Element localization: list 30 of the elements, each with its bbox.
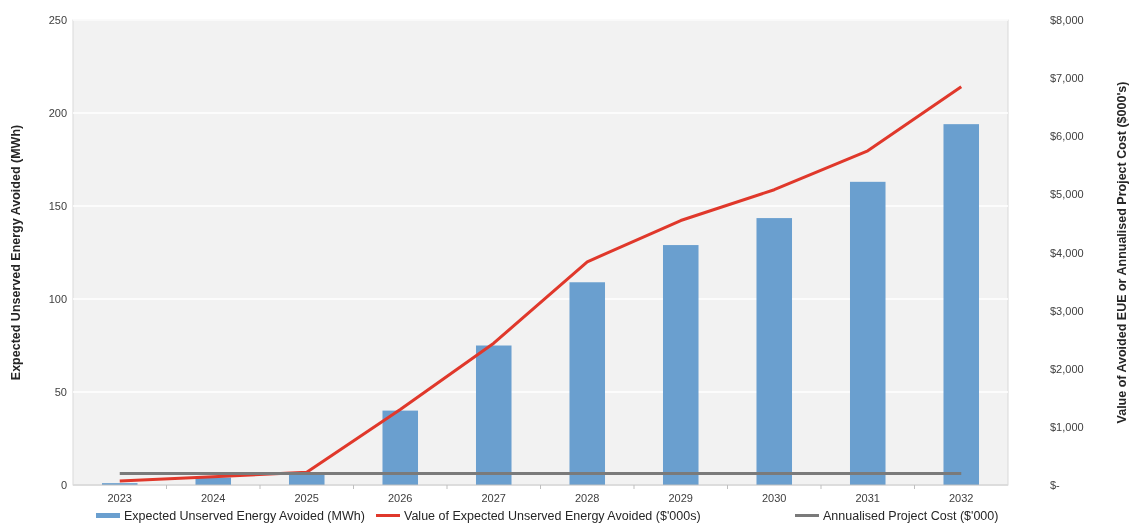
y-tick-label: 150 (48, 200, 67, 212)
y-tick-label: 200 (48, 107, 67, 119)
x-tick-label: 2024 (201, 492, 226, 504)
x-tick-label: 2026 (388, 492, 413, 504)
y-tick-label: 0 (60, 479, 67, 491)
y2-tick-label: $3,000 (1050, 304, 1084, 317)
legend-label: Annualised Project Cost ($'000) (823, 509, 999, 523)
y2-axis-title: Value of Avoided EUE or Annualised Project Cost ($000's) (1115, 81, 1129, 424)
y-tick-label: 50 (54, 386, 67, 398)
y2-tick-label: $7,000 (1050, 72, 1084, 85)
x-tick-label: 2028 (575, 492, 600, 504)
x-tick-label: 2023 (107, 492, 132, 504)
y2-tick-label: $8,000 (1050, 14, 1084, 26)
y2-tick-label: $6,000 (1050, 130, 1084, 143)
y2-tick-label: $4,000 (1050, 246, 1084, 259)
x-tick-label: 2031 (855, 492, 880, 504)
y-axis-title: Expected Unserved Energy Avoided (MWh) (9, 124, 23, 381)
y-tick-label: 250 (48, 14, 67, 26)
legend-label: Value of Expected Unserved Energy Avoided ($'000s) (404, 509, 701, 523)
x-tick-label: 2027 (481, 492, 506, 504)
y2-tick-label: $1,000 (1050, 420, 1084, 433)
y-tick-label: 100 (48, 293, 67, 305)
x-tick-label: 2029 (668, 492, 693, 504)
legend-label: Expected Unserved Energy Avoided (MWh) (124, 509, 365, 523)
y2-tick-label: $2,000 (1050, 362, 1084, 375)
y2-tick-label: $- (1050, 479, 1061, 491)
y2-tick-label: $5,000 (1050, 188, 1084, 201)
x-tick-label: 2025 (294, 492, 319, 504)
x-tick-label: 2032 (949, 492, 974, 504)
x-tick-label: 2030 (762, 492, 787, 504)
